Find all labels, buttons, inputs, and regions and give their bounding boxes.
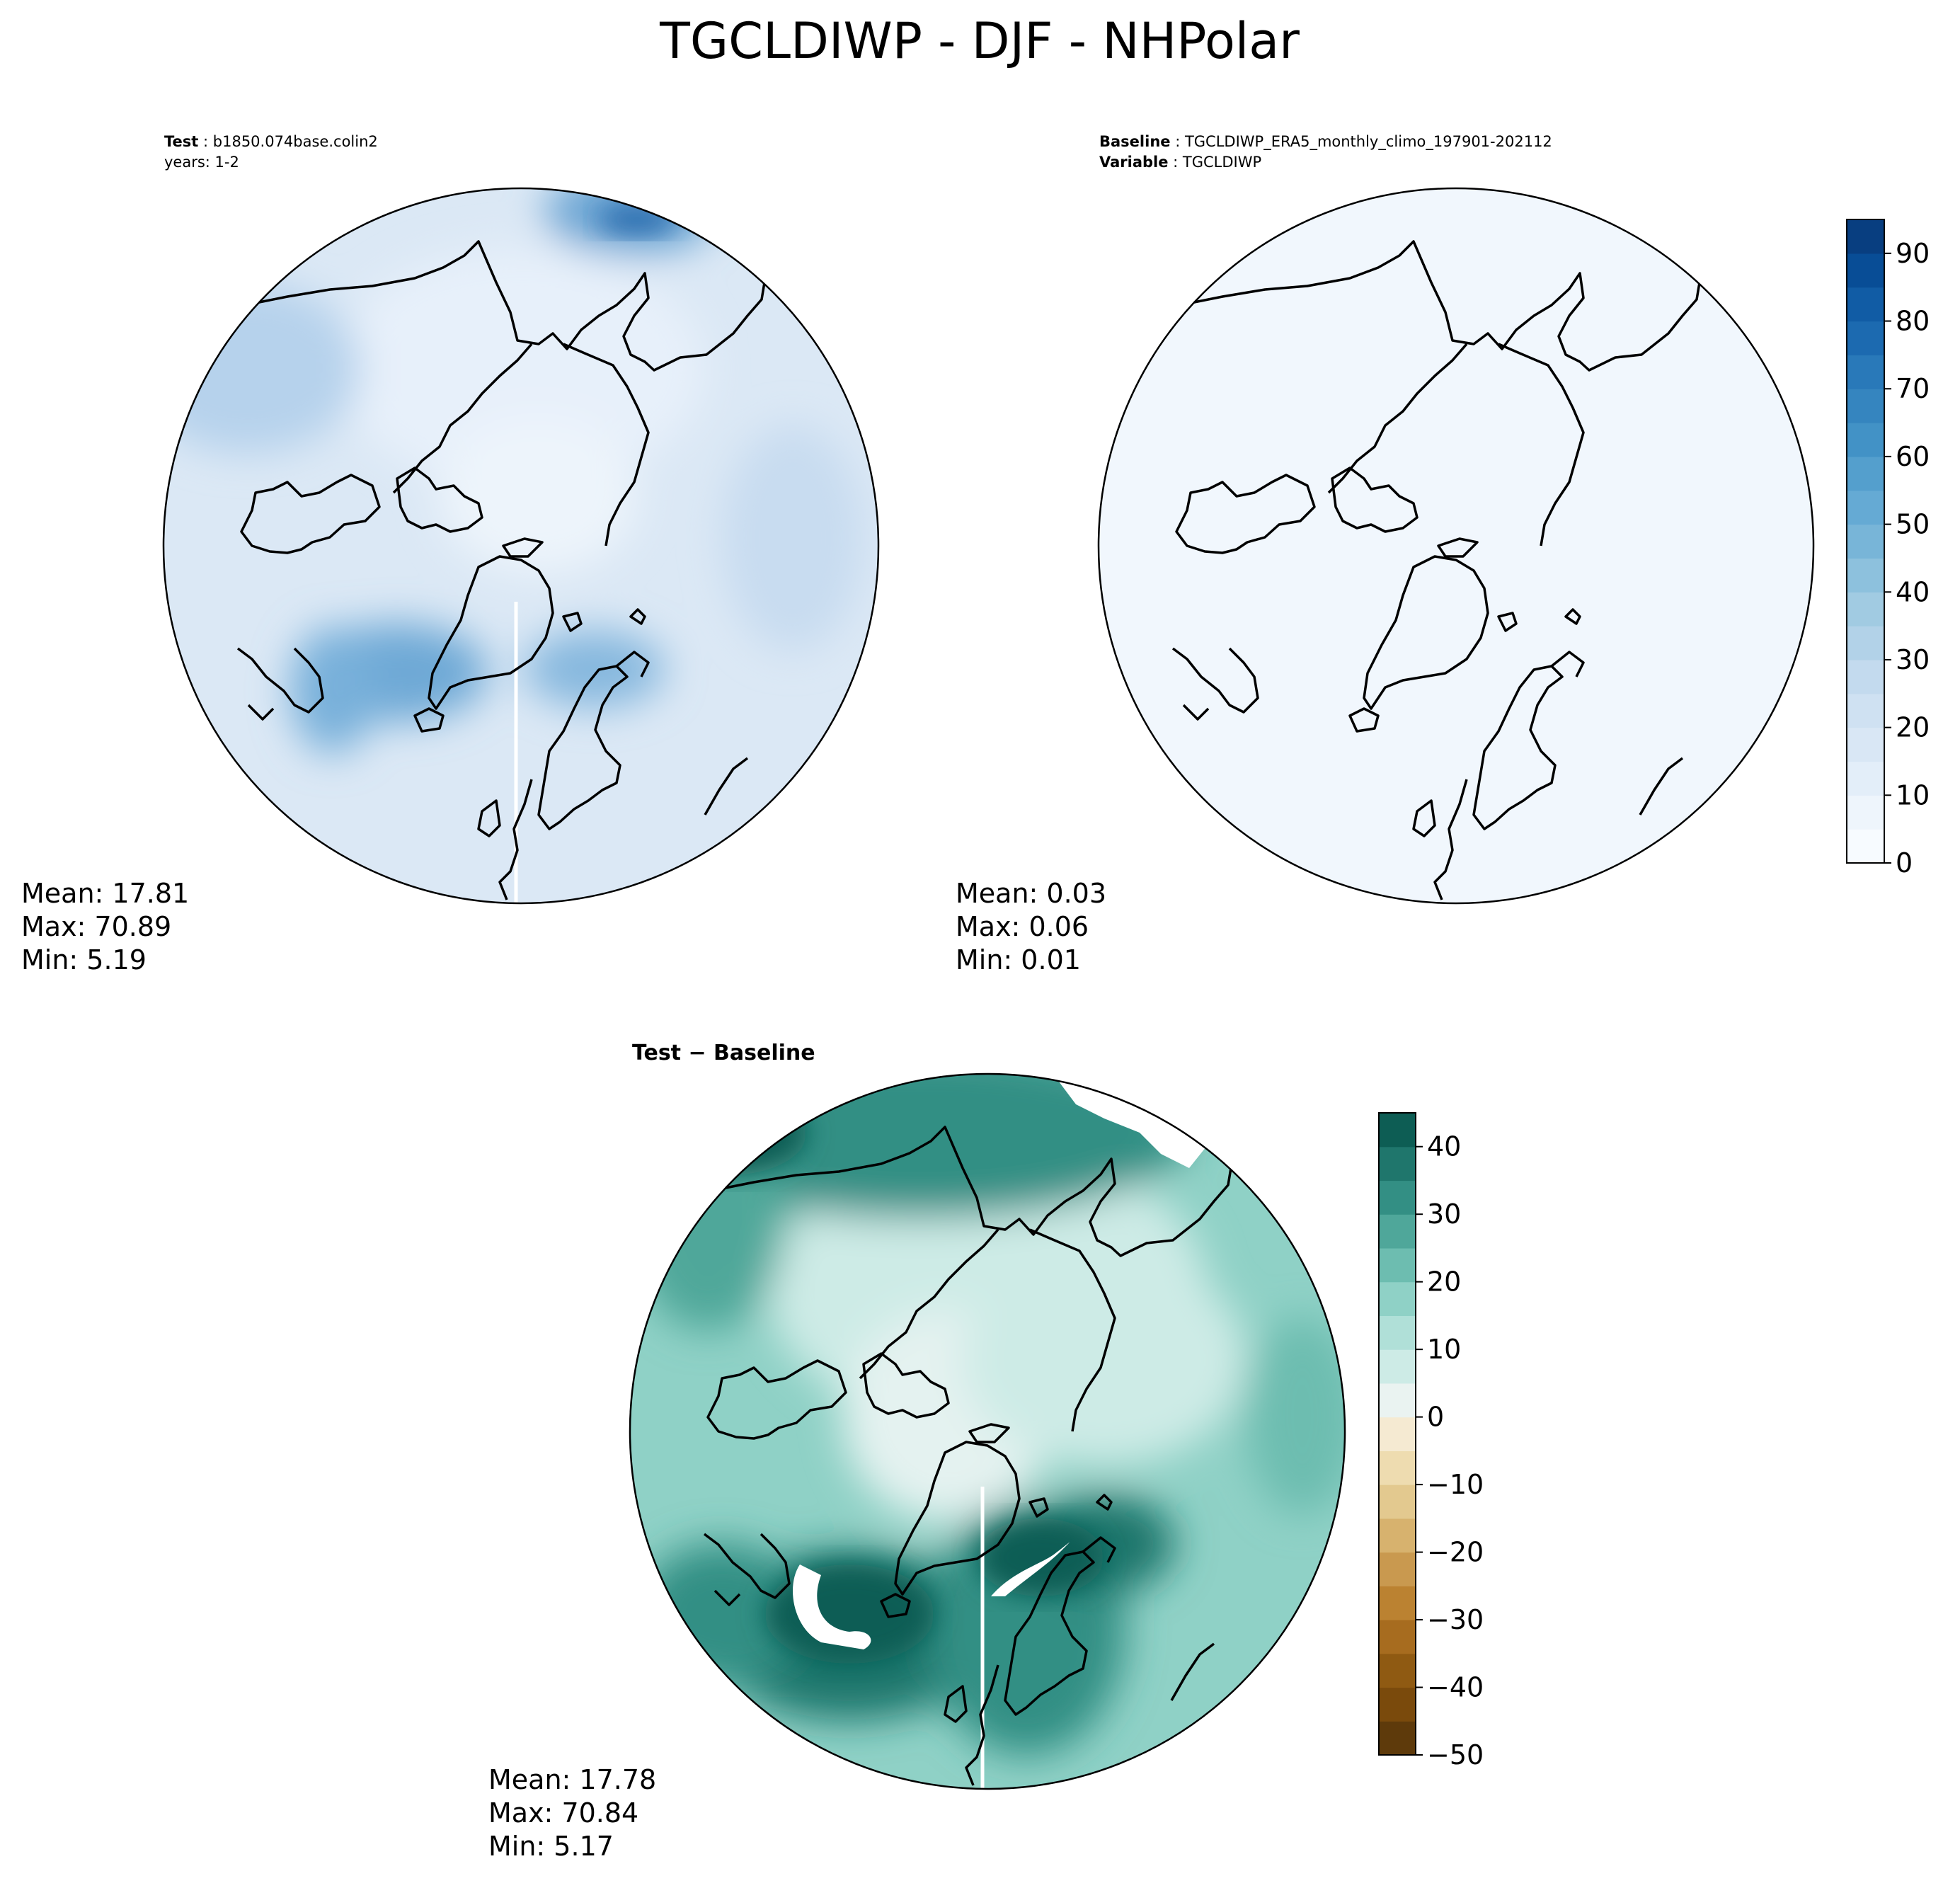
svg-text:Baseline : TGCLDIWP_ERA5_month: Baseline : TGCLDIWP_ERA5_monthly_climo_1… bbox=[1099, 133, 1552, 151]
diff-colorbar-segment bbox=[1379, 1180, 1416, 1215]
baseline-map bbox=[1097, 187, 1815, 905]
diff-colorbar-tick-label: 20 bbox=[1427, 1266, 1461, 1298]
field-colorbar-segment bbox=[1847, 253, 1884, 288]
diff-map-field bbox=[630, 1074, 1345, 1789]
field-colorbar-tick-label: 90 bbox=[1896, 238, 1930, 269]
diff-colorbar: −50 −40 −30 −20 −10 0 10 20 30 40 bbox=[1378, 1112, 1484, 1770]
field-colorbar-segment bbox=[1847, 389, 1884, 423]
field-colorbar-tick-label: 40 bbox=[1896, 576, 1930, 607]
diff-colorbar-segment bbox=[1379, 1417, 1416, 1451]
variable-name: TGCLDIWP bbox=[1182, 154, 1261, 171]
svg-text:Test : b1850.074base.colin2: Test : b1850.074base.colin2 bbox=[164, 133, 378, 150]
diff-colorbar-segment bbox=[1379, 1552, 1416, 1586]
baseline-map-field bbox=[1099, 188, 1813, 903]
diff-colorbar-tick-label: −10 bbox=[1427, 1469, 1484, 1500]
baseline-stats: Mean: 0.03 Max: 0.06 Min: 0.01 bbox=[956, 878, 1106, 976]
test-max: Max: 70.89 bbox=[21, 911, 171, 942]
diff-colorbar-segment bbox=[1379, 1687, 1416, 1722]
diff-colorbar-segment bbox=[1379, 1653, 1416, 1688]
diff-colorbar-segment bbox=[1379, 1586, 1416, 1620]
field-colorbar-segment bbox=[1847, 490, 1884, 525]
field-colorbar-tick-label: 70 bbox=[1896, 373, 1930, 404]
diff-colorbar-tick-label: −20 bbox=[1427, 1537, 1484, 1568]
field-colorbar-segment bbox=[1847, 761, 1884, 796]
baseline-panel-header: Baseline : TGCLDIWP_ERA5_monthly_climo_1… bbox=[1099, 133, 1552, 171]
field-colorbar-segment bbox=[1847, 355, 1884, 389]
field-colorbar-segment bbox=[1847, 693, 1884, 728]
diff-colorbar-segment bbox=[1379, 1349, 1416, 1384]
diff-colorbar-segment bbox=[1379, 1315, 1416, 1350]
field-colorbar-tick-label: 80 bbox=[1896, 306, 1930, 337]
field-colorbar-segment bbox=[1847, 626, 1884, 660]
diff-colorbar-segment bbox=[1379, 1247, 1416, 1283]
diff-colorbar-segment bbox=[1379, 1721, 1416, 1756]
field-colorbar-segment bbox=[1847, 558, 1884, 593]
field-colorbar-tick-label: 30 bbox=[1896, 644, 1930, 675]
diff-colorbar-tick-label: 40 bbox=[1427, 1131, 1461, 1162]
diff-min: Min: 5.17 bbox=[488, 1831, 614, 1862]
test-map bbox=[162, 187, 880, 905]
field-colorbar-segment bbox=[1847, 524, 1884, 559]
test-map-field bbox=[164, 188, 878, 903]
baseline-case-name: TGCLDIWP_ERA5_monthly_climo_197901-20211… bbox=[1184, 133, 1552, 151]
field-colorbar-segment bbox=[1847, 287, 1884, 322]
baseline-label: Baseline bbox=[1099, 133, 1171, 150]
diff-colorbar-segment bbox=[1379, 1484, 1416, 1519]
field-colorbar-segment bbox=[1847, 219, 1884, 254]
field-colorbar: 0 10 20 30 40 50 60 70 80 90 bbox=[1846, 219, 1930, 879]
diff-stats: Mean: 17.78 Max: 70.84 Min: 5.17 bbox=[488, 1764, 656, 1862]
diff-colorbar-tick-label: 0 bbox=[1427, 1402, 1444, 1433]
field-colorbar-segment bbox=[1847, 727, 1884, 762]
diff-max: Max: 70.84 bbox=[488, 1797, 638, 1829]
diff-colorbar-tick-label: 10 bbox=[1427, 1334, 1461, 1365]
diff-mean: Mean: 17.78 bbox=[488, 1764, 656, 1795]
diff-colorbar-segment bbox=[1379, 1214, 1416, 1249]
field-colorbar-segment bbox=[1847, 456, 1884, 491]
field-colorbar-tick-label: 20 bbox=[1896, 712, 1930, 743]
test-case-name: b1850.074base.colin2 bbox=[213, 133, 378, 150]
baseline-min: Min: 0.01 bbox=[956, 944, 1081, 976]
diff-colorbar-segment bbox=[1379, 1620, 1416, 1654]
diff-title: Test − Baseline bbox=[632, 1041, 815, 1065]
figure-title: TGCLDIWP - DJF - NHPolar bbox=[659, 12, 1300, 70]
diff-colorbar-segment bbox=[1379, 1518, 1416, 1553]
field-colorbar-segment bbox=[1847, 795, 1884, 830]
test-stats: Mean: 17.81 Max: 70.89 Min: 5.19 bbox=[21, 878, 189, 976]
diff-colorbar-tick-label: −50 bbox=[1427, 1739, 1484, 1770]
baseline-max: Max: 0.06 bbox=[956, 911, 1089, 942]
diff-colorbar-frame bbox=[1378, 1112, 1416, 1756]
field-colorbar-frame bbox=[1846, 219, 1885, 864]
field-colorbar-tick-label: 50 bbox=[1896, 509, 1930, 540]
diff-colorbar-tick-label: −40 bbox=[1427, 1672, 1484, 1703]
diff-colorbar-tick-label: −30 bbox=[1427, 1604, 1484, 1635]
field-colorbar-tick-label: 60 bbox=[1896, 441, 1930, 472]
field-colorbar-segment bbox=[1847, 321, 1884, 355]
test-mean: Mean: 17.81 bbox=[21, 878, 189, 909]
diff-colorbar-segment bbox=[1379, 1113, 1416, 1148]
field-colorbar-segment bbox=[1847, 829, 1884, 864]
test-years: years: 1-2 bbox=[164, 154, 239, 171]
diff-map bbox=[629, 1072, 1346, 1790]
test-case-label: Test bbox=[164, 133, 198, 150]
svg-text:Variable : TGCLDIWP: Variable : TGCLDIWP bbox=[1099, 154, 1261, 171]
field-colorbar-segment bbox=[1847, 659, 1884, 694]
diff-colorbar-segment bbox=[1379, 1383, 1416, 1418]
field-colorbar-segment bbox=[1847, 423, 1884, 457]
field-colorbar-tick-label: 10 bbox=[1896, 779, 1930, 811]
diff-colorbar-segment bbox=[1379, 1451, 1416, 1485]
field-colorbar-tick-label: 0 bbox=[1896, 847, 1913, 879]
diff-colorbar-segment bbox=[1379, 1281, 1416, 1317]
field-colorbar-segment bbox=[1847, 592, 1884, 627]
variable-label: Variable bbox=[1099, 154, 1168, 171]
diff-colorbar-tick-label: 30 bbox=[1427, 1198, 1461, 1230]
test-min: Min: 5.19 bbox=[21, 944, 147, 976]
diff-colorbar-segment bbox=[1379, 1146, 1416, 1182]
baseline-mean: Mean: 0.03 bbox=[956, 878, 1106, 909]
test-panel-header: Test : b1850.074base.colin2 years: 1-2 bbox=[164, 133, 378, 171]
